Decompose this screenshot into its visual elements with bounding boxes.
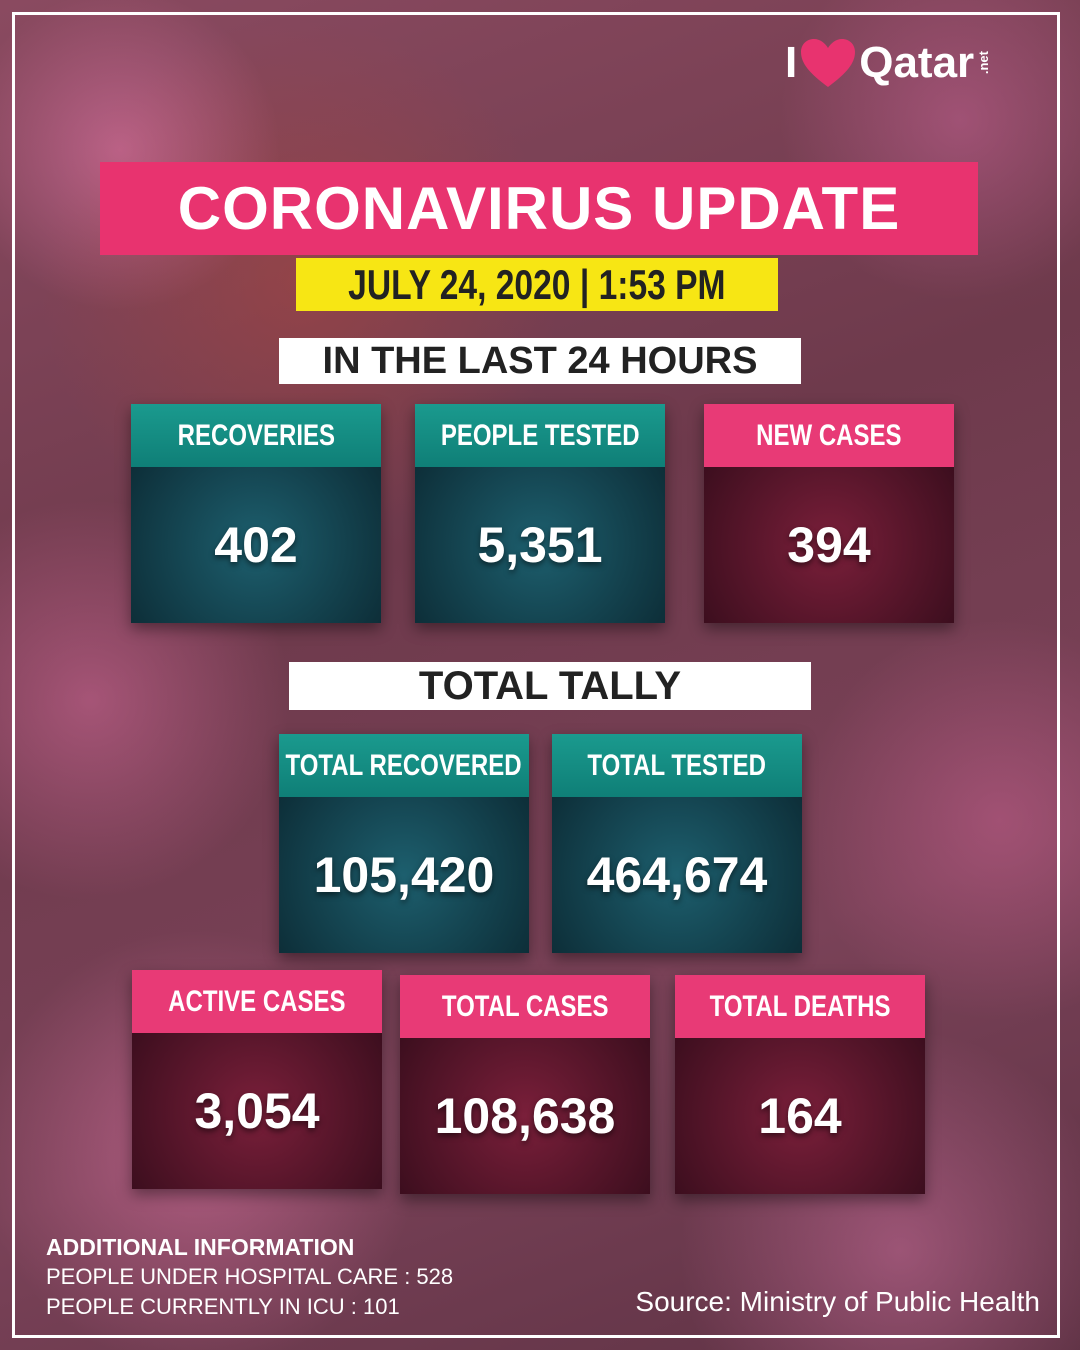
stat-label: ACTIVE CASES [168, 984, 346, 1018]
date: JULY 24, 2020 | 1:53 PM [348, 260, 726, 308]
stat-value: 3,054 [194, 1083, 320, 1139]
stat-label: NEW CASES [756, 418, 902, 452]
section-title: TOTAL TALLY [418, 663, 682, 708]
logo-name: Qatar [859, 38, 975, 87]
stat-card: TOTAL TESTED 464,674 [552, 734, 802, 953]
stat-value: 5,351 [477, 517, 603, 573]
stat-value: 108,638 [434, 1088, 616, 1144]
stat-label: PEOPLE TESTED [440, 418, 640, 452]
info-line: PEOPLE UNDER HOSPITAL CARE : 528 [46, 1264, 454, 1289]
stat-label: TOTAL DEATHS [709, 989, 891, 1023]
stat-value: 464,674 [586, 847, 768, 903]
stat-card: RECOVERIES 402 [131, 404, 381, 623]
stat-value: 105,420 [313, 847, 495, 903]
stat-card: TOTAL DEATHS 164 [675, 975, 925, 1194]
stat-card: TOTAL CASES 108,638 [400, 975, 650, 1194]
info-line: PEOPLE CURRENTLY IN ICU : 101 [46, 1294, 400, 1319]
stat-value: 164 [758, 1088, 842, 1144]
logo: I Qatar .net [785, 28, 991, 98]
title: CORONAVIRUS UPDATE [177, 175, 901, 242]
stat-value: 394 [787, 517, 871, 573]
stat-label: TOTAL CASES [441, 989, 609, 1023]
section-banner: TOTAL TALLY [289, 662, 811, 710]
logo-suffix: .net [976, 51, 992, 75]
additional-info: ADDITIONAL INFORMATION PEOPLE UNDER HOSP… [46, 1232, 453, 1322]
frame [12, 12, 1060, 1338]
logo-i: I [785, 38, 798, 87]
section-banner: IN THE LAST 24 HOURS [279, 338, 801, 384]
stat-label: TOTAL TESTED [587, 748, 767, 782]
title-banner: CORONAVIRUS UPDATE [100, 162, 978, 255]
stat-card: TOTAL RECOVERED 105,420 [279, 734, 529, 953]
stat-card: PEOPLE TESTED 5,351 [415, 404, 665, 623]
source: Source: Ministry of Public Health [635, 1286, 1040, 1317]
stat-card: ACTIVE CASES 3,054 [132, 970, 382, 1189]
stat-card: NEW CASES 394 [704, 404, 954, 623]
stat-label: TOTAL RECOVERED [285, 748, 523, 782]
logo-heart [801, 39, 856, 87]
section-title: IN THE LAST 24 HOURS [322, 339, 758, 382]
info-title: ADDITIONAL INFORMATION [46, 1234, 355, 1260]
date-banner: JULY 24, 2020 | 1:53 PM [296, 258, 778, 311]
stat-value: 402 [214, 517, 298, 573]
stat-label: RECOVERIES [177, 418, 335, 452]
